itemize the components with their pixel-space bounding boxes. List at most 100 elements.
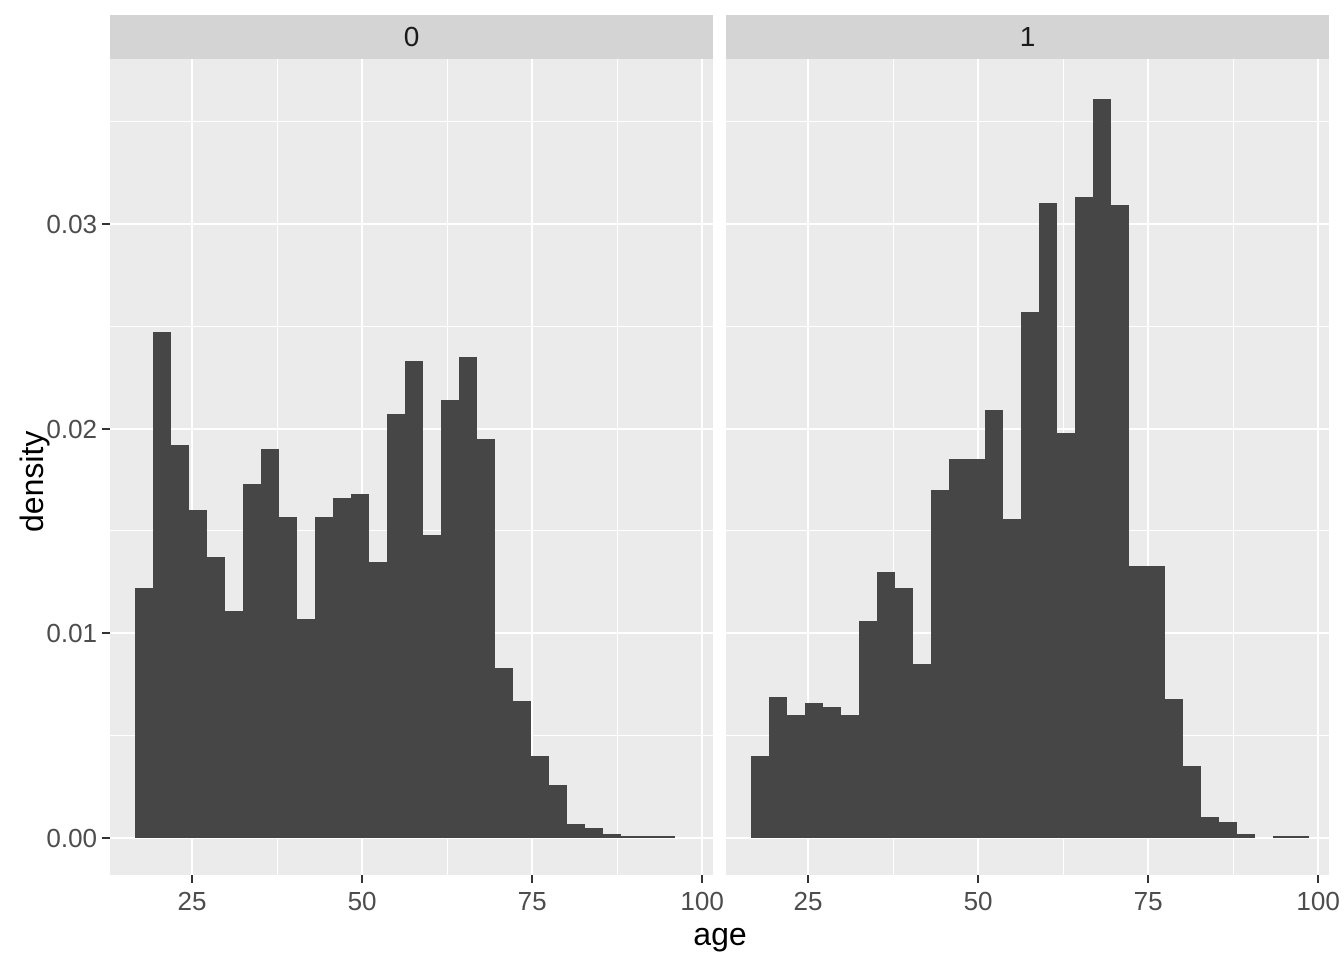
x-tick-mark bbox=[977, 875, 980, 883]
histogram-bar bbox=[786, 715, 805, 838]
gridline-minor-x bbox=[1232, 59, 1234, 875]
gridline-major-x bbox=[191, 59, 194, 875]
histogram-bar bbox=[1147, 565, 1166, 838]
gridline-major-y bbox=[110, 836, 713, 839]
histogram-bar bbox=[858, 620, 877, 838]
histogram-bar bbox=[1201, 817, 1220, 838]
histogram-bar bbox=[404, 360, 423, 838]
x-tick-mark bbox=[1317, 875, 1320, 883]
facet-strip-label-1: 1 bbox=[1019, 21, 1036, 52]
y-tick-label: 0.00 bbox=[46, 822, 97, 853]
histogram-bar bbox=[278, 516, 297, 838]
histogram-bar bbox=[1129, 565, 1148, 838]
gridline-major-y bbox=[110, 222, 713, 225]
gridline-major-x bbox=[1147, 59, 1150, 875]
y-tick-label: 0.02 bbox=[46, 413, 97, 444]
histogram-bar bbox=[224, 610, 243, 838]
histogram-bar bbox=[188, 510, 207, 838]
histogram-bar bbox=[1092, 98, 1111, 838]
x-tick-label: 100 bbox=[680, 886, 724, 916]
histogram-bar bbox=[1291, 835, 1310, 838]
histogram-bar bbox=[1056, 432, 1075, 838]
histogram-bar bbox=[242, 483, 261, 838]
gridline-major-x bbox=[701, 59, 704, 875]
histogram-bar bbox=[948, 459, 967, 838]
y-tick-label: 0.03 bbox=[46, 208, 97, 239]
y-tick-mark bbox=[102, 632, 110, 635]
histogram-bar bbox=[1038, 203, 1057, 838]
histogram-bar bbox=[1165, 698, 1184, 838]
x-tick-mark bbox=[807, 875, 810, 883]
y-tick-mark bbox=[102, 836, 110, 839]
x-tick-mark bbox=[191, 875, 194, 883]
gridline-minor-x bbox=[892, 59, 894, 875]
histogram-bar bbox=[804, 702, 823, 838]
histogram-bar bbox=[260, 448, 279, 838]
x-tick-label: 50 bbox=[963, 886, 993, 916]
histogram-bar bbox=[876, 571, 895, 838]
facet-panel-0 bbox=[110, 59, 713, 875]
histogram-bar bbox=[314, 516, 333, 838]
histogram-bar bbox=[1183, 766, 1202, 838]
histogram-bar bbox=[350, 494, 369, 838]
gridline-major-x bbox=[361, 59, 364, 875]
gridline-major-x bbox=[1317, 59, 1320, 875]
histogram-bar bbox=[585, 827, 604, 838]
histogram-bar bbox=[984, 410, 1003, 838]
histogram-bar bbox=[296, 618, 315, 838]
histogram-bar bbox=[422, 534, 441, 838]
histogram-bar bbox=[386, 414, 405, 838]
y-axis-title: density bbox=[14, 430, 50, 532]
x-tick-mark bbox=[1147, 875, 1150, 883]
x-tick-label: 25 bbox=[177, 886, 207, 916]
histogram-bar bbox=[966, 459, 985, 838]
gridline-major-x bbox=[807, 59, 810, 875]
facet-strip-label-0: 0 bbox=[403, 21, 420, 52]
histogram-bar bbox=[152, 332, 171, 838]
histogram-bar bbox=[1002, 518, 1021, 838]
gridline-minor-y bbox=[726, 120, 1329, 122]
y-tick-mark bbox=[102, 222, 110, 225]
histogram-bar bbox=[476, 438, 495, 838]
histogram-bar bbox=[368, 561, 387, 838]
histogram-bar bbox=[549, 784, 568, 838]
histogram-bar bbox=[531, 756, 550, 838]
gridline-minor-y bbox=[110, 325, 713, 327]
histogram-bar bbox=[657, 835, 676, 838]
histogram-bar bbox=[768, 696, 787, 838]
histogram-bar bbox=[458, 356, 477, 838]
gridline-minor-y bbox=[110, 120, 713, 122]
histogram-bar bbox=[495, 668, 514, 838]
histogram-bar bbox=[1273, 835, 1292, 838]
x-tick-label: 75 bbox=[517, 886, 547, 916]
histogram-bar bbox=[822, 706, 841, 838]
x-tick-label: 25 bbox=[793, 886, 823, 916]
gridline-major-y bbox=[726, 836, 1329, 839]
histogram-bar bbox=[840, 715, 859, 838]
y-tick-label: 0.01 bbox=[46, 618, 97, 649]
histogram-bar bbox=[894, 588, 913, 838]
facet-strip-1: 1 bbox=[726, 15, 1329, 59]
histogram-bar bbox=[440, 399, 459, 838]
histogram-bar bbox=[567, 823, 586, 838]
histogram-bar bbox=[1020, 311, 1039, 838]
histogram-bar bbox=[603, 833, 622, 838]
gridline-minor-x bbox=[616, 59, 618, 875]
x-tick-label: 75 bbox=[1133, 886, 1163, 916]
x-axis-title: age bbox=[693, 916, 747, 952]
histogram-bar bbox=[1219, 821, 1238, 838]
histogram-bar bbox=[750, 756, 769, 838]
facet-panel-1 bbox=[726, 59, 1329, 875]
histogram-bar bbox=[912, 663, 931, 838]
histogram-bar bbox=[1074, 197, 1093, 838]
gridline-major-y bbox=[726, 222, 1329, 225]
histogram-bar bbox=[206, 557, 225, 838]
x-tick-mark bbox=[531, 875, 534, 883]
y-tick-mark bbox=[102, 427, 110, 430]
histogram-bar bbox=[639, 835, 658, 838]
x-tick-label: 100 bbox=[1296, 886, 1340, 916]
histogram-bar bbox=[1111, 205, 1130, 838]
histogram-bar bbox=[1237, 833, 1256, 838]
histogram-bar bbox=[332, 498, 351, 838]
